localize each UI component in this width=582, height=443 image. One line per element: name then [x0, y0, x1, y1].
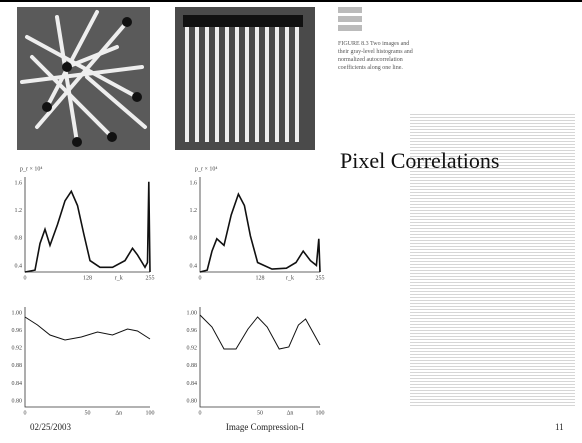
plot-curve — [25, 317, 150, 340]
y-tick-label: 0.8 — [190, 236, 198, 242]
y-tick-label: 0.96 — [187, 328, 198, 334]
y-tick-label: 0.4 — [15, 263, 23, 269]
x-tick-label: 128 — [83, 275, 92, 281]
y-tick-label: 0.80 — [12, 398, 23, 404]
y-axis-label: p_r × 10⁴ — [195, 166, 217, 172]
y-tick-label: 0.4 — [190, 263, 198, 269]
y-tick-label: 0.80 — [187, 398, 198, 404]
plot-curve — [200, 194, 320, 272]
axis-frame — [200, 177, 320, 272]
y-tick-label: 0.88 — [12, 363, 23, 369]
plots: 1.61.20.80.40128255r_kp_r × 10⁴1.61.20.8… — [0, 2, 582, 443]
x-tick-label: 0 — [199, 410, 202, 416]
x-tick-label: 128 — [256, 275, 265, 281]
plot-curve — [25, 182, 150, 272]
y-axis-label: p_r × 10⁴ — [20, 166, 42, 172]
axis-frame — [25, 307, 150, 407]
x-tick-label: 100 — [146, 410, 155, 416]
x-tick-label: 0 — [24, 410, 27, 416]
footer-page: 11 — [555, 422, 564, 432]
y-tick-label: 0.88 — [187, 363, 198, 369]
y-tick-label: 1.2 — [15, 208, 23, 214]
plot-curve — [200, 315, 320, 349]
axis-frame — [25, 177, 150, 272]
y-tick-label: 1.00 — [12, 310, 23, 316]
y-tick-label: 0.92 — [12, 346, 23, 352]
x-tick-label: 255 — [316, 275, 325, 281]
x-axis-label: r_k — [286, 275, 294, 281]
y-tick-label: 0.96 — [12, 328, 23, 334]
x-axis-label: Δn — [287, 410, 294, 416]
y-tick-label: 0.92 — [187, 346, 198, 352]
y-tick-label: 0.84 — [12, 381, 23, 387]
y-tick-label: 0.8 — [15, 236, 23, 242]
y-tick-label: 1.6 — [190, 180, 198, 186]
x-axis-label: Δn — [115, 410, 122, 416]
footer-center: Image Compression-I — [215, 422, 315, 432]
y-tick-label: 1.6 — [15, 180, 23, 186]
slide: FIGURE 8.3 Two images and their gray-lev… — [0, 0, 582, 441]
x-tick-label: 100 — [316, 410, 325, 416]
x-tick-label: 0 — [199, 275, 202, 281]
footer-date: 02/25/2003 — [30, 422, 71, 432]
x-tick-label: 50 — [85, 410, 91, 416]
x-axis-label: r_k — [115, 275, 123, 281]
x-tick-label: 50 — [257, 410, 263, 416]
x-tick-label: 255 — [146, 275, 155, 281]
y-tick-label: 0.84 — [187, 381, 198, 387]
x-tick-label: 0 — [24, 275, 27, 281]
y-tick-label: 1.2 — [190, 208, 198, 214]
y-tick-label: 1.00 — [187, 310, 198, 316]
